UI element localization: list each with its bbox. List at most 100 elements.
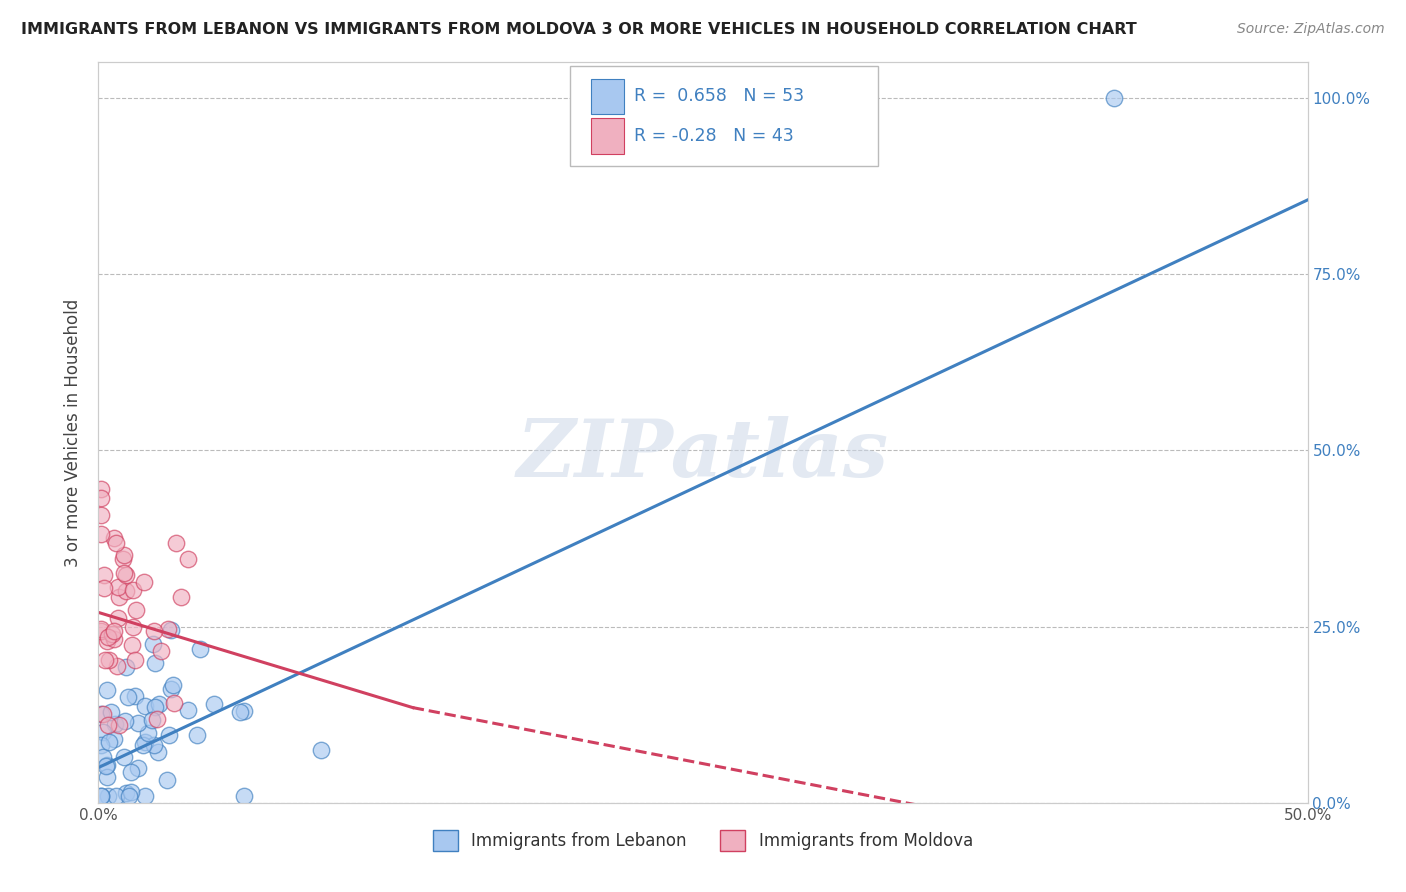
- Point: [107, 611, 129, 625]
- Point: [90, 491, 112, 505]
- Point: [232, 704, 254, 718]
- Point: [134, 698, 156, 713]
- Point: [143, 699, 166, 714]
- Point: [120, 784, 142, 798]
- Point: [90, 526, 112, 541]
- Point: [132, 738, 155, 752]
- Point: [100, 705, 122, 719]
- Point: [156, 622, 179, 636]
- Point: [145, 657, 167, 671]
- Point: [1102, 91, 1125, 105]
- Point: [91, 749, 114, 764]
- Point: [309, 743, 332, 757]
- Point: [202, 697, 225, 711]
- Point: [108, 590, 131, 604]
- Bar: [591, 118, 624, 153]
- Point: [107, 580, 129, 594]
- Point: [146, 712, 169, 726]
- Point: [148, 697, 170, 711]
- Point: [93, 568, 115, 582]
- Point: [229, 705, 252, 719]
- Point: [136, 725, 159, 739]
- Text: IMMIGRANTS FROM LEBANON VS IMMIGRANTS FROM MOLDOVA 3 OR MORE VEHICLES IN HOUSEHO: IMMIGRANTS FROM LEBANON VS IMMIGRANTS FR…: [21, 22, 1137, 37]
- Point: [115, 584, 138, 599]
- Point: [159, 623, 181, 637]
- Point: [93, 581, 115, 595]
- Point: [90, 789, 112, 803]
- Point: [121, 582, 143, 597]
- Text: ZIPatlas: ZIPatlas: [517, 416, 889, 493]
- Point: [103, 632, 125, 647]
- Point: [127, 715, 149, 730]
- Point: [157, 728, 180, 742]
- Point: [98, 735, 121, 749]
- Point: [121, 620, 143, 634]
- Point: [125, 602, 148, 616]
- Point: [90, 508, 112, 522]
- Point: [96, 633, 118, 648]
- Y-axis label: 3 or more Vehicles in Household: 3 or more Vehicles in Household: [65, 299, 83, 566]
- Point: [170, 591, 193, 605]
- Point: [143, 624, 166, 639]
- Point: [120, 764, 142, 779]
- Point: [162, 678, 184, 692]
- Point: [163, 696, 186, 710]
- Point: [90, 482, 112, 496]
- Point: [96, 770, 118, 784]
- Point: [124, 653, 146, 667]
- Point: [159, 682, 181, 697]
- Point: [115, 660, 138, 674]
- Point: [98, 653, 121, 667]
- Point: [155, 772, 177, 787]
- Point: [96, 759, 118, 773]
- Point: [104, 789, 127, 803]
- Point: [105, 658, 128, 673]
- Bar: [591, 78, 624, 114]
- Point: [177, 551, 200, 566]
- Point: [143, 738, 166, 752]
- Point: [103, 731, 125, 746]
- Point: [103, 624, 125, 638]
- Point: [97, 630, 120, 644]
- Point: [132, 574, 155, 589]
- Point: [104, 536, 127, 550]
- Point: [103, 531, 125, 545]
- Point: [93, 707, 115, 722]
- Point: [141, 713, 163, 727]
- Point: [112, 566, 135, 581]
- Point: [108, 718, 131, 732]
- Point: [90, 622, 112, 636]
- Point: [100, 626, 122, 640]
- Point: [186, 728, 208, 742]
- Point: [149, 644, 172, 658]
- Point: [90, 706, 112, 721]
- Point: [134, 735, 156, 749]
- Text: Source: ZipAtlas.com: Source: ZipAtlas.com: [1237, 22, 1385, 37]
- Point: [142, 637, 165, 651]
- Point: [127, 761, 149, 775]
- Point: [112, 750, 135, 764]
- Point: [94, 653, 117, 667]
- Point: [91, 725, 114, 739]
- Point: [232, 789, 254, 803]
- Point: [121, 638, 143, 652]
- Point: [90, 789, 112, 803]
- Point: [96, 682, 118, 697]
- Point: [114, 568, 136, 582]
- Point: [90, 738, 112, 752]
- Point: [177, 703, 200, 717]
- Point: [97, 718, 120, 732]
- Point: [124, 689, 146, 703]
- Point: [114, 714, 136, 728]
- Point: [90, 624, 112, 639]
- Point: [97, 789, 120, 803]
- Point: [104, 716, 127, 731]
- Point: [117, 789, 139, 803]
- FancyBboxPatch shape: [569, 66, 879, 166]
- Point: [111, 551, 134, 566]
- Point: [117, 690, 139, 705]
- Point: [112, 549, 135, 563]
- Text: R = -0.28   N = 43: R = -0.28 N = 43: [634, 127, 794, 145]
- Point: [115, 786, 138, 800]
- Point: [134, 789, 156, 803]
